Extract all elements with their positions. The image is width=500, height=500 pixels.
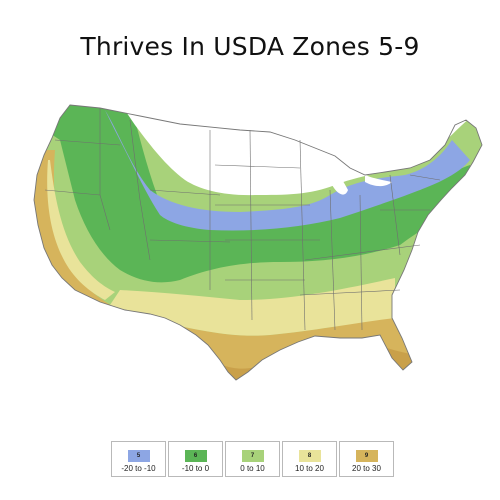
zone-8-area xyxy=(110,278,395,336)
legend-swatch: 5 xyxy=(127,450,150,462)
legend-range: 20 to 30 xyxy=(352,464,381,473)
legend-swatch: 6 xyxy=(184,450,207,462)
legend-range: 0 to 10 xyxy=(240,464,265,473)
zone-6-area xyxy=(34,105,470,283)
legend-zone-8: 8 10 to 20 xyxy=(282,441,337,477)
map-title: Thrives In USDA Zones 5-9 xyxy=(80,32,420,61)
legend-range: -20 to -10 xyxy=(121,464,156,473)
legend-zone-5: 5 -20 to -10 xyxy=(111,441,166,477)
legend-zone-9: 9 20 to 30 xyxy=(339,441,394,477)
legend-range: 10 to 20 xyxy=(295,464,324,473)
legend-swatch: 9 xyxy=(355,450,378,462)
great-lakes xyxy=(318,150,348,195)
legend-swatch: 8 xyxy=(298,450,321,462)
zone-5-area xyxy=(105,110,470,231)
legend-swatch: 7 xyxy=(241,450,264,462)
state-borders xyxy=(44,108,441,331)
legend-range: -10 to 0 xyxy=(181,464,210,473)
legend-zone-6: 6 -10 to 0 xyxy=(168,441,223,477)
legend-zone-7: 7 0 to 10 xyxy=(225,441,280,477)
